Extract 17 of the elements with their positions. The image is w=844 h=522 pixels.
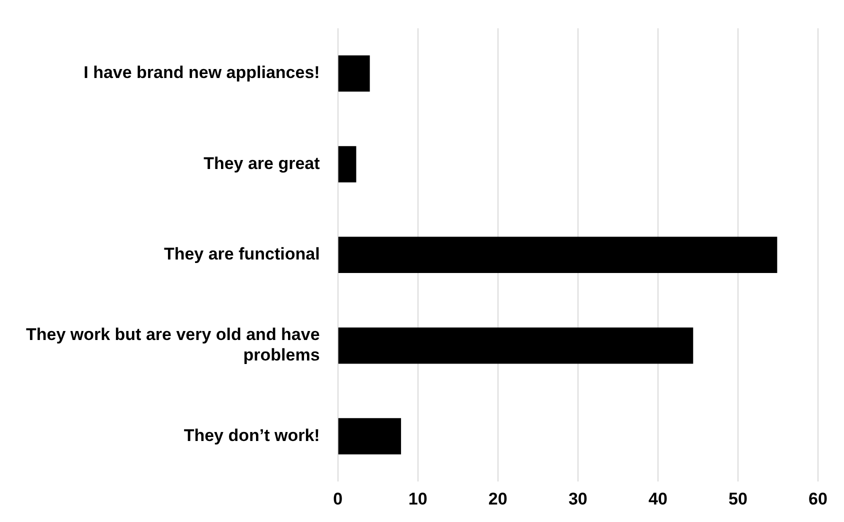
x-tick-label: 10 [408,489,428,508]
x-tick-label: 20 [488,489,508,508]
x-tick-label: 40 [648,489,668,508]
bar [338,146,356,182]
y-tick-label: They don’t work! [184,426,320,445]
y-tick-label: They are great [204,154,320,173]
bar [338,418,402,454]
bar [338,55,370,92]
bar [338,327,694,364]
x-tick-label: 60 [808,489,828,508]
bar [338,236,778,274]
x-tick-label: 0 [333,489,343,508]
y-tick-label: They work but are very old and have problems [26,325,320,364]
x-tick-label: 30 [568,489,588,508]
y-tick-label: They are functional [164,244,320,264]
x-tick-label: 50 [728,489,748,508]
y-tick-label: I have brand new appliances! [84,63,320,82]
